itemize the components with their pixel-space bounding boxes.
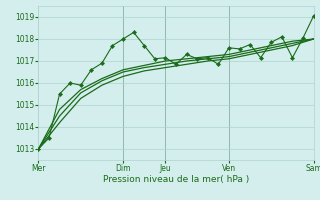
- X-axis label: Pression niveau de la mer( hPa ): Pression niveau de la mer( hPa ): [103, 175, 249, 184]
